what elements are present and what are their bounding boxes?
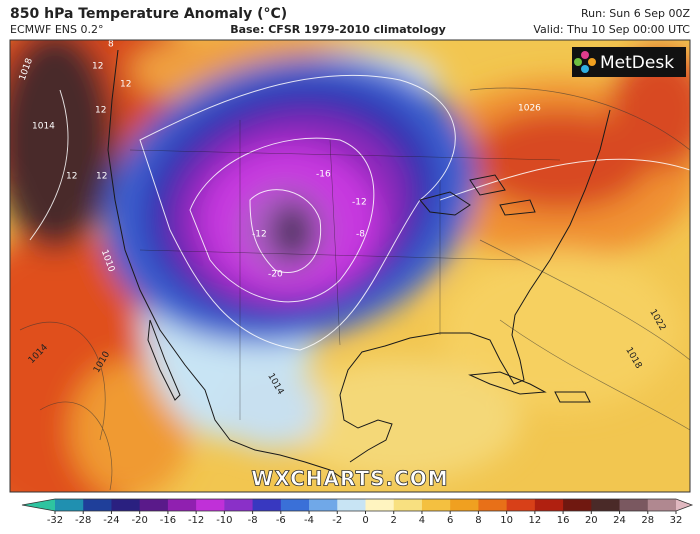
isotherm [189,137,375,303]
colorbar-tick-label: -16 [160,515,176,526]
logo-icon [588,58,596,66]
map-frame [9,39,691,493]
colorbar-tick-label: 28 [641,515,654,526]
logo: MetDesk [572,47,686,77]
contour-label: 12 [120,80,131,90]
colorbar-tick-label: 12 [528,515,541,526]
logo-icon [581,51,589,59]
colorbar-tick-label: -20 [132,515,148,526]
contour-label: 12 [92,62,103,72]
coastline [107,49,346,481]
contour-label: 12 [66,172,77,182]
colorbar-segment [450,499,479,511]
colorbar-segment [647,499,677,511]
colorbar-segment [139,499,169,511]
colorbar-extension [676,499,692,511]
watermark: WXCHARTS.COM [251,467,448,491]
contour-label: -12 [252,230,267,240]
logo-text: MetDesk [600,53,674,73]
logo-icon [581,65,589,73]
model: ECMWF ENS 0.2° [10,23,103,36]
isotherm [249,189,322,273]
colorbar-segment [196,499,225,511]
colorbar-segment [563,499,592,511]
colorbar-tick-label: -10 [216,515,232,526]
isobar [19,87,690,491]
run: Run: Sun 6 Sep 00Z [581,7,690,20]
colorbar-segment [365,499,395,511]
base: Base: CFSR 1979-2010 climatology [230,23,446,36]
colorbar: -32 -28 -24 -20 -16 -12 -10 -8 -6 -4 -2 0 2 4 6 8 10 12 16… [21,498,694,526]
colorbar-tick-label: -28 [75,515,91,526]
contour-label: -20 [268,270,283,280]
contour-label: -16 [316,170,331,180]
lakes [419,174,536,216]
colorbar-tick-label: -4 [304,515,314,526]
colorbar-segment [111,499,141,511]
coastline [339,109,611,463]
colorbar-tick-label: 2 [391,515,397,526]
colorbar-tick-label: 32 [670,515,683,526]
colorbar-segment [280,499,310,511]
colorbar-tick-label: -24 [103,515,119,526]
contour-label: 12 [95,106,106,116]
valid: Valid: Thu 10 Sep 00:00 UTC [533,23,690,36]
colorbar-segment [506,499,536,511]
colorbar-segment [337,499,366,511]
colorbar-tick-label: 20 [585,515,598,526]
colorbar-tick-label: -8 [248,515,258,526]
coastline [468,371,591,403]
colorbar-segment [252,499,282,511]
colorbar-tick-label: 10 [500,515,513,526]
contour-label: -12 [352,198,367,208]
colorbar-segment [591,499,621,511]
title: 850 hPa Temperature Anomaly (°C) [10,6,287,22]
colorbar-segment [224,499,254,511]
colorbar-segment [534,499,564,511]
colorbar-segment [55,499,84,511]
colorbar-tick-label: -32 [47,515,63,526]
contour-label: 1026 [518,104,541,114]
colorbar-tick-label: 8 [475,515,481,526]
contour-label: 8 [108,40,114,50]
logo-icon [574,58,582,66]
colorbar-extension [22,499,55,511]
colorbar-tick-label: 6 [447,515,453,526]
colorbar-segment [421,499,451,511]
colorbar-tick-label: 16 [557,515,570,526]
colorbar-tick-label: -2 [332,515,342,526]
colorbar-tick-label: 24 [613,515,626,526]
colorbar-tick-label: 4 [419,515,425,526]
colorbar-segment [393,499,423,511]
colorbar-segment [309,499,338,511]
colorbar-segment [478,499,508,511]
contour-label: 12 [96,172,107,182]
contour-label: -8 [356,230,365,240]
coastline [147,319,181,401]
colorbar-tick-label: -12 [188,515,204,526]
colorbar-segment [167,499,197,511]
colorbar-tick-label: 0 [362,515,368,526]
colorbar-segment [83,499,112,511]
contour-label: 1014 [32,122,55,132]
colorbar-tick-label: -6 [276,515,286,526]
isotherm [29,89,690,241]
borders [129,120,561,420]
colorbar-segment [619,499,649,511]
